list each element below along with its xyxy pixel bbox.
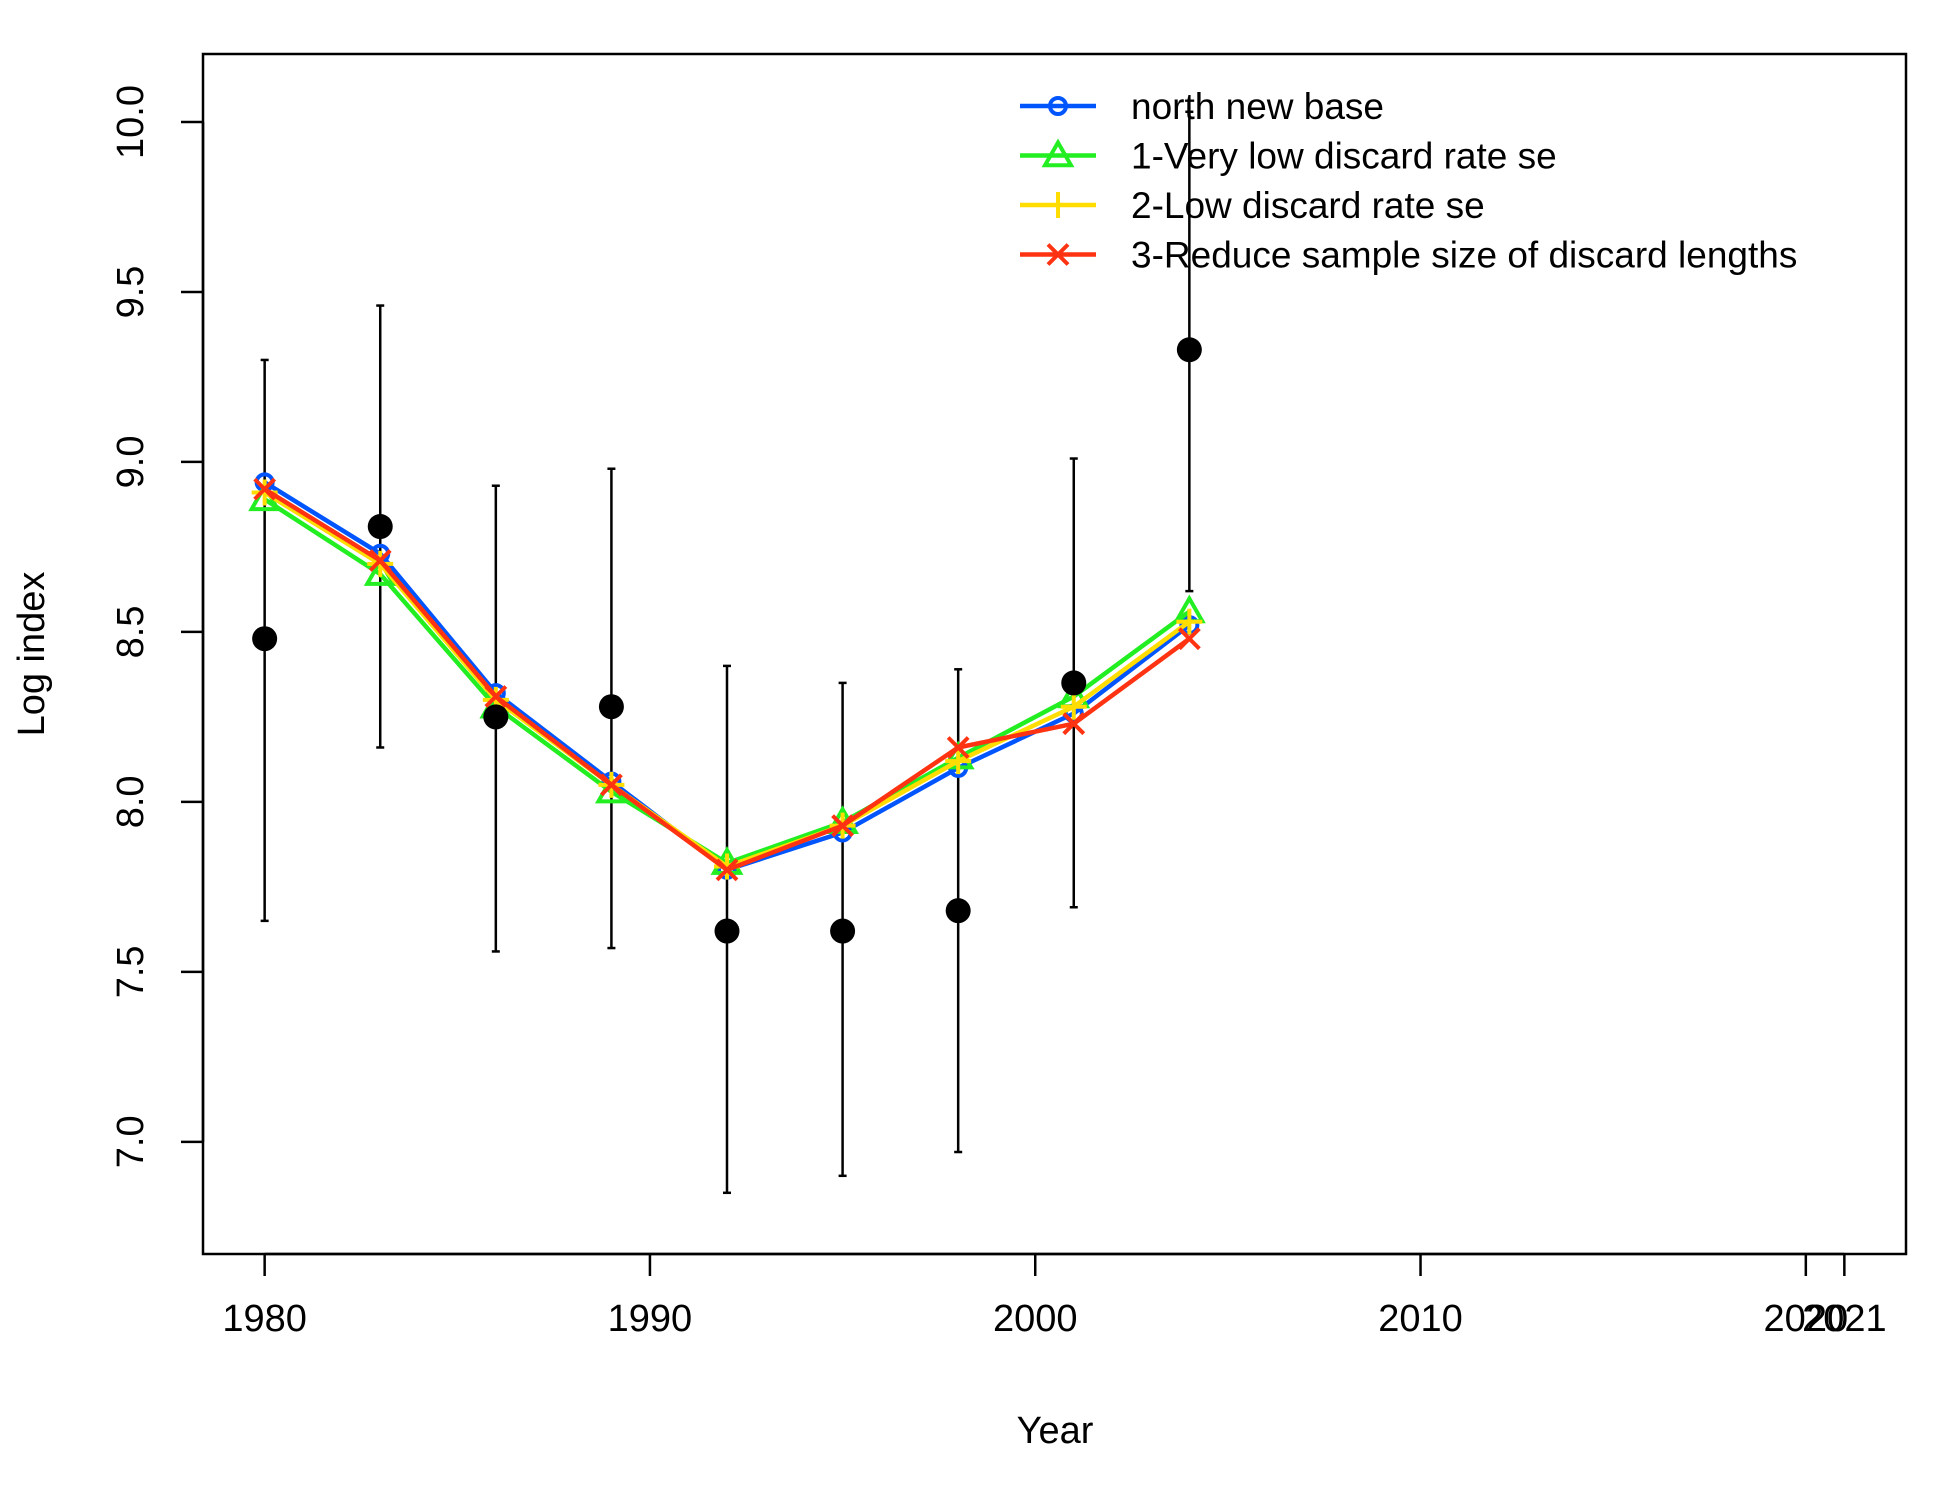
series-point — [599, 773, 623, 797]
x-tick-label: 2000 — [993, 1298, 1078, 1340]
x-tick-label: 1990 — [608, 1298, 693, 1340]
series-point — [253, 477, 277, 501]
legend-item: 2-Low discard rate se — [1020, 185, 1485, 226]
x-axis-label: Year — [1017, 1410, 1094, 1452]
observed-point — [483, 704, 509, 730]
legend-swatch-marker — [1048, 96, 1068, 116]
x-tick-label: 2020 — [1764, 1298, 1849, 1340]
y-axis-label: Log index — [11, 572, 53, 737]
y-tick-label: 8.5 — [110, 605, 152, 658]
series-lines — [248, 472, 1206, 882]
y-axis: 7.0 7.5 8.0 8.5 9.0 9.5 10.0 — [110, 85, 205, 1168]
legend-swatch-marker — [1045, 192, 1071, 218]
legend-label: 2-Low discard rate se — [1131, 185, 1485, 226]
observed-point — [1176, 337, 1202, 363]
legend-item: north new base — [1020, 86, 1384, 127]
y-tick-label: 9.5 — [110, 266, 152, 319]
observed-point — [830, 918, 856, 944]
observed-points — [252, 337, 1202, 944]
series-point — [945, 748, 972, 775]
series-point — [484, 685, 508, 708]
y-tick-label: 8.0 — [110, 775, 152, 828]
x-tick-label: 1980 — [222, 1298, 307, 1340]
observed-point — [1061, 670, 1087, 696]
x-tick-label: 2021 — [1802, 1298, 1887, 1340]
series-point — [831, 814, 855, 838]
series-point — [1176, 608, 1203, 635]
legend-item: 1-Very low discard rate se — [1020, 136, 1557, 177]
observed-point — [367, 514, 393, 540]
series-4 — [253, 477, 1201, 882]
observed-point — [252, 626, 278, 652]
legend-label: 1-Very low discard rate se — [1131, 136, 1557, 177]
y-tick-label: 7.5 — [110, 945, 152, 998]
y-tick-label: 7.0 — [110, 1115, 152, 1168]
observed-point — [945, 898, 971, 924]
legend-swatch-marker — [1046, 243, 1070, 266]
x-tick-label: 2010 — [1378, 1298, 1463, 1340]
legend-label: north new base — [1131, 86, 1384, 127]
series-point — [715, 858, 739, 882]
legend-item: 3-Reduce sample size of discard lengths — [1020, 235, 1797, 276]
observed-point — [714, 918, 740, 944]
series-point — [1177, 627, 1201, 651]
legend-swatch-marker — [1041, 138, 1075, 168]
error-bars — [260, 110, 1194, 1195]
observed-point — [598, 694, 624, 720]
y-tick-label: 10.0 — [110, 85, 152, 159]
series-point — [368, 549, 392, 572]
series-point — [1060, 693, 1087, 720]
legend: north new base 1-Very low discard rate se… — [1020, 86, 1797, 276]
series-point — [1062, 712, 1086, 736]
legend-label: 3-Reduce sample size of discard lengths — [1131, 235, 1797, 276]
series-point — [946, 736, 970, 759]
y-tick-label: 9.0 — [110, 436, 152, 489]
